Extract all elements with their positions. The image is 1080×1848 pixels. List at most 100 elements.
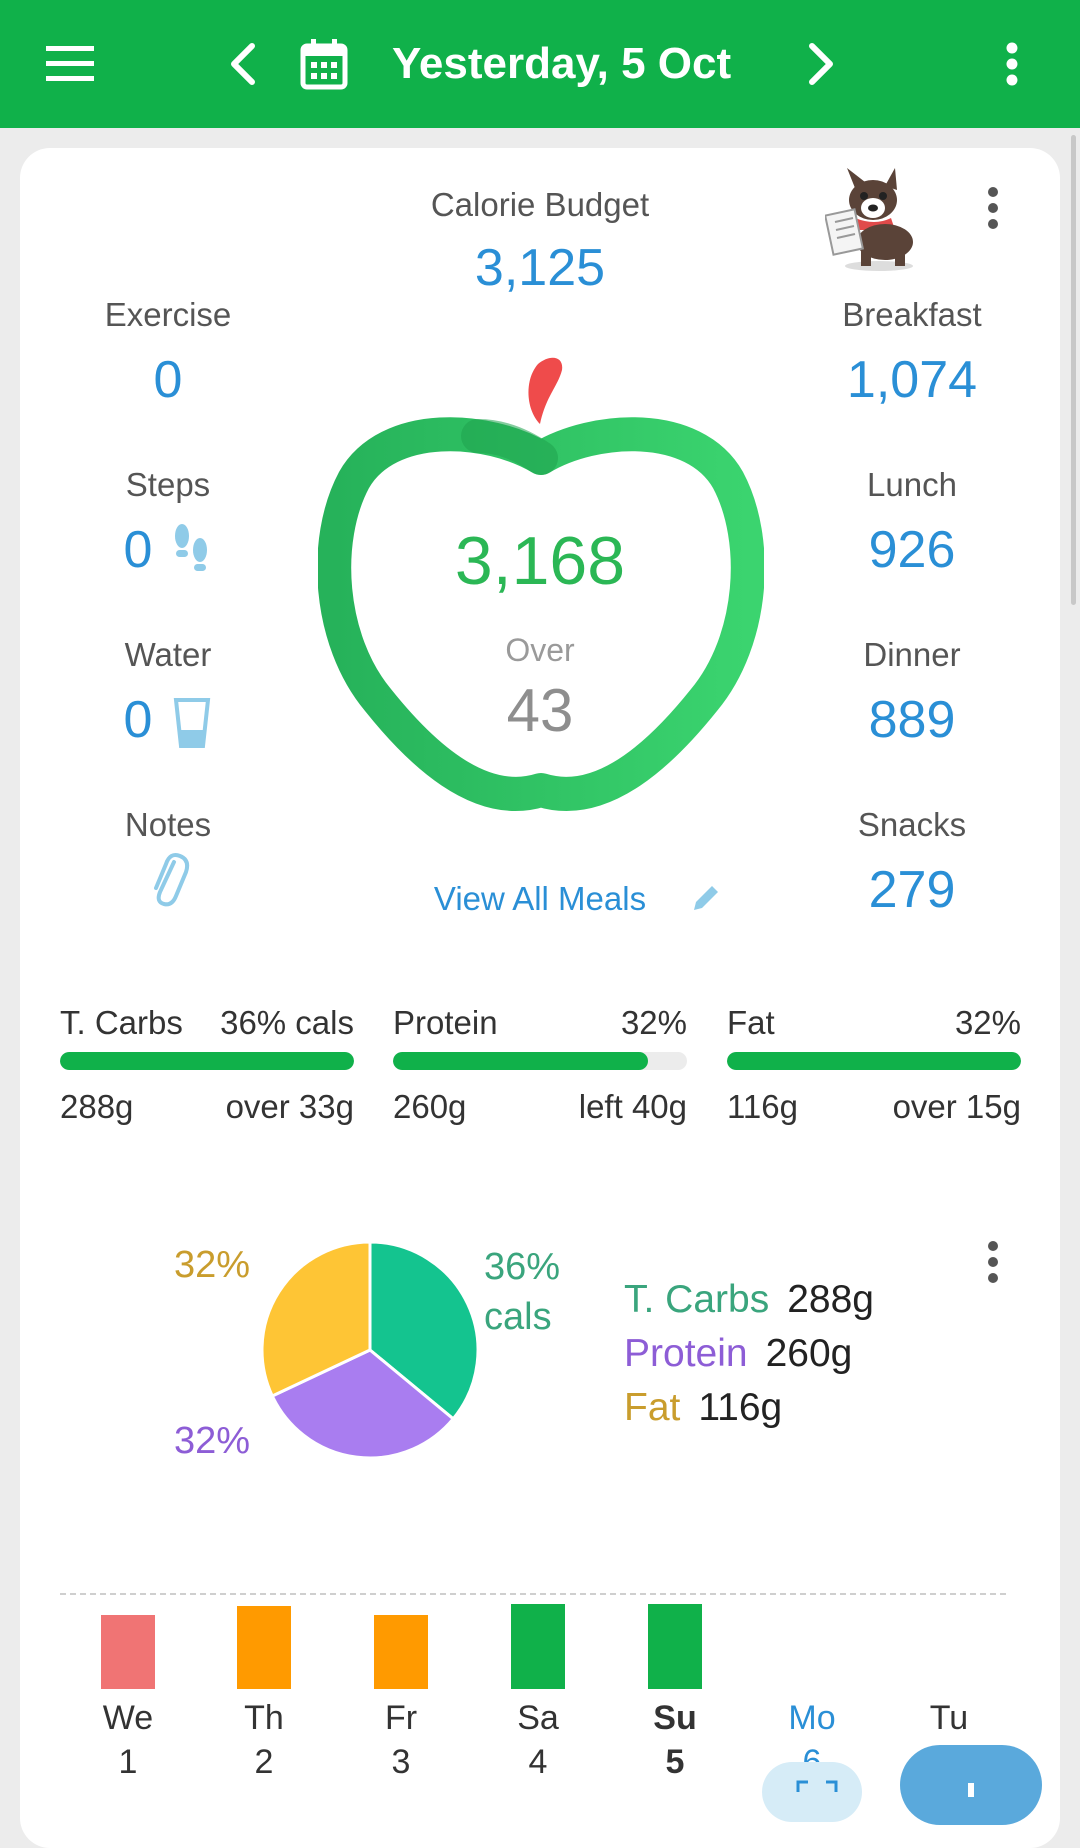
exercise-label: Exercise [104, 296, 232, 333]
calorie-apple-ring[interactable] [317, 350, 765, 830]
pie-label-carbs: 36% cals [484, 1242, 560, 1342]
lunch-value[interactable]: 926 [868, 521, 956, 579]
week-day-su[interactable]: Su 5 [630, 1696, 720, 1784]
week-day-fr[interactable]: Fr 3 [356, 1696, 446, 1784]
macro-name: T. Carbs [60, 1004, 183, 1041]
legend-grams: 288g [787, 1278, 874, 1321]
more-vert-icon[interactable] [990, 24, 1034, 104]
legend-carbs: T. Carbs 288g [624, 1278, 874, 1322]
week-day-name: Su [653, 1699, 697, 1737]
macro-grams: 288g [60, 1088, 134, 1125]
breakfast-value[interactable]: 1,074 [846, 351, 978, 409]
legend-fat: Fat 116g [624, 1386, 782, 1430]
scan-button[interactable] [762, 1762, 862, 1822]
week-day-name: Fr [384, 1699, 418, 1737]
water-label: Water [124, 636, 212, 673]
water-glass-icon[interactable] [172, 696, 212, 750]
summary-card [20, 148, 1060, 1848]
chart-more-icon[interactable] [986, 1240, 1006, 1286]
legend-name: Protein [624, 1332, 748, 1375]
week-day-name: Th [244, 1699, 284, 1737]
macro-pie-chart[interactable] [250, 1230, 510, 1490]
week-day-th[interactable]: Th 2 [219, 1696, 309, 1784]
breakfast-label: Breakfast [842, 296, 982, 333]
pie-slice-fat[interactable] [260, 1240, 372, 1398]
calorie-budget-label: Calorie Budget [430, 186, 650, 223]
legend-grams: 260g [765, 1332, 853, 1375]
calorie-budget-value[interactable]: 3,125 [474, 239, 606, 297]
pie-label-fat: 32% [174, 1244, 251, 1286]
dinner-label: Dinner [863, 636, 961, 673]
pie-slice-t-carbs[interactable] [368, 1240, 480, 1421]
week-day-number: 2 [254, 1743, 274, 1781]
view-all-meals-link[interactable]: View All Meals [433, 880, 647, 917]
week-day-number: 3 [391, 1743, 411, 1781]
week-day-name: Sa [517, 1699, 559, 1737]
steps-label: Steps [125, 466, 211, 503]
macro-pct: 32% [620, 1004, 687, 1041]
snacks-value[interactable]: 279 [868, 861, 956, 919]
week-day-name: Tu [929, 1699, 969, 1737]
week-day-name: We [102, 1699, 154, 1737]
menu-icon[interactable] [38, 24, 102, 104]
macro-progress-bar [393, 1052, 687, 1070]
week-day-number: 1 [118, 1743, 138, 1781]
macro-name: Fat [727, 1004, 775, 1041]
water-value[interactable]: 0 [123, 691, 153, 749]
macro-progress-fill [393, 1052, 648, 1070]
macro-grams: 116g [727, 1088, 798, 1125]
macro-grams: 260g [393, 1088, 467, 1125]
legend-name: Fat [624, 1386, 681, 1429]
pie-label-carbs-unit: cals [484, 1296, 552, 1338]
macro-name: Protein [393, 1004, 498, 1041]
macro-pct: 32% [954, 1004, 1021, 1041]
week-bar-th[interactable] [237, 1606, 291, 1689]
week-day-tu[interactable]: Tu [904, 1696, 994, 1740]
exercise-value[interactable]: 0 [153, 351, 183, 409]
chevron-left-icon[interactable] [218, 24, 268, 104]
week-day-number: 5 [665, 1743, 685, 1781]
scroll-indicator[interactable] [1071, 135, 1076, 605]
week-day-number: 4 [528, 1743, 548, 1781]
pie-label-carbs-pct: 36% [484, 1246, 561, 1288]
macro-progress-fill [727, 1052, 1021, 1070]
date-title[interactable]: Yesterday, 5 Oct [392, 39, 732, 88]
pie-label-protein: 32% [174, 1420, 251, 1462]
legend-protein: Protein 260g [624, 1332, 852, 1376]
macro-carbs[interactable]: T. Carbs 36% cals 288g over 33g [60, 1004, 354, 1126]
macro-pct: 36% cals [220, 1004, 354, 1041]
status-label: Over [505, 632, 575, 668]
steps-value[interactable]: 0 [123, 521, 153, 579]
notes-label: Notes [124, 806, 212, 843]
edit-pencil-icon[interactable] [690, 882, 726, 918]
calendar-icon[interactable] [294, 24, 354, 104]
week-bar-su[interactable] [648, 1604, 702, 1689]
footsteps-icon[interactable] [170, 520, 214, 580]
macro-progress-fill [60, 1052, 354, 1070]
lunch-label: Lunch [867, 466, 957, 503]
legend-name: T. Carbs [624, 1278, 770, 1321]
status-value: 43 [506, 677, 574, 744]
dinner-value[interactable]: 889 [868, 691, 956, 749]
week-day-sa[interactable]: Sa 4 [493, 1696, 583, 1784]
snacks-label: Snacks [857, 806, 967, 843]
week-day-we[interactable]: We 1 [83, 1696, 173, 1784]
macro-progress-bar [727, 1052, 1021, 1070]
week-bar-we[interactable] [101, 1615, 155, 1689]
pie-slice-protein[interactable] [270, 1348, 456, 1460]
macro-fat[interactable]: Fat 32% 116g over 15g [727, 1004, 1021, 1126]
macro-progress-bar [60, 1052, 354, 1070]
macro-status: over 15g [892, 1088, 1021, 1125]
macro-status: over 33g [225, 1088, 354, 1125]
paperclip-icon[interactable] [146, 852, 190, 908]
add-food-button[interactable] [900, 1745, 1042, 1825]
dog-mascot-icon[interactable] [823, 168, 921, 272]
macro-protein[interactable]: Protein 32% 260g left 40g [393, 1004, 687, 1126]
chevron-right-icon[interactable] [796, 24, 846, 104]
week-day-name: Mo [788, 1699, 836, 1737]
week-bar-sa[interactable] [511, 1604, 565, 1689]
budget-dashed-line [60, 1593, 1006, 1595]
card-more-icon[interactable] [986, 186, 1006, 232]
app-header: Yesterday, 5 Oct [0, 0, 1080, 128]
week-bar-fr[interactable] [374, 1615, 428, 1689]
